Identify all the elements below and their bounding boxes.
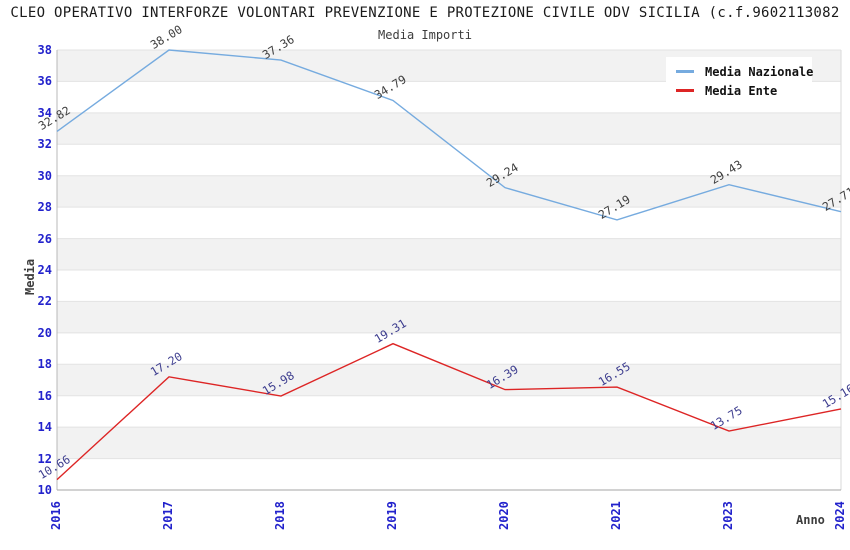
y-tick-label: 16 (37, 388, 52, 403)
y-tick-label: 22 (37, 294, 52, 309)
legend-row-media-nazionale: Media Nazionale (676, 62, 814, 81)
x-axis-label: Anno (796, 513, 825, 527)
grid-band (57, 301, 841, 333)
grid-band (57, 175, 841, 208)
y-tick-label: 28 (37, 200, 52, 215)
y-tick-label: 36 (37, 74, 52, 89)
grid-band (57, 364, 841, 396)
y-tick-label: 32 (37, 137, 52, 152)
legend: Media Nazionale Media Ente (666, 57, 814, 105)
x-tick-label: 2020 (497, 501, 511, 530)
legend-row-media-ente: Media Ente (676, 81, 812, 100)
legend-line-icon-nazionale (676, 70, 694, 73)
y-tick-label: 24 (37, 263, 52, 277)
chart-title: CLEO OPERATIVO INTERFORZE VOLONTARI PREV… (10, 5, 840, 21)
series-line-media-nazionale (56, 49, 842, 221)
y-tick-label: 38 (37, 43, 52, 57)
y-tick-label: 12 (37, 451, 52, 466)
y-tick-label: 10 (37, 483, 52, 497)
grid-band (57, 112, 841, 145)
x-tick-label: 2023 (721, 501, 735, 530)
x-tick-label: 2021 (609, 501, 623, 530)
chart-subtitle: Media Importi (378, 28, 472, 42)
x-tick-label: 2019 (385, 501, 399, 530)
legend-label: Media Ente (705, 83, 778, 98)
grid-band (57, 238, 841, 270)
legend-label: Media Nazionale (705, 64, 814, 79)
legend-line-icon-ente (676, 89, 694, 92)
series-line-media-ente (56, 342, 842, 481)
y-tick-label: 34 (37, 105, 52, 120)
x-tick-label: 2024 (833, 501, 847, 530)
y-tick-label: 14 (37, 420, 52, 435)
y-tick-label: 30 (37, 168, 52, 183)
x-tick-label: 2018 (273, 501, 287, 530)
y-axis-label: Media (23, 258, 37, 295)
x-tick-label: 2017 (161, 501, 175, 530)
y-tick-label: 26 (37, 231, 52, 246)
x-tick-label: 2016 (49, 501, 63, 530)
y-tick-label: 20 (37, 325, 52, 340)
y-tick-label: 18 (37, 357, 52, 372)
grid-band (57, 427, 841, 459)
